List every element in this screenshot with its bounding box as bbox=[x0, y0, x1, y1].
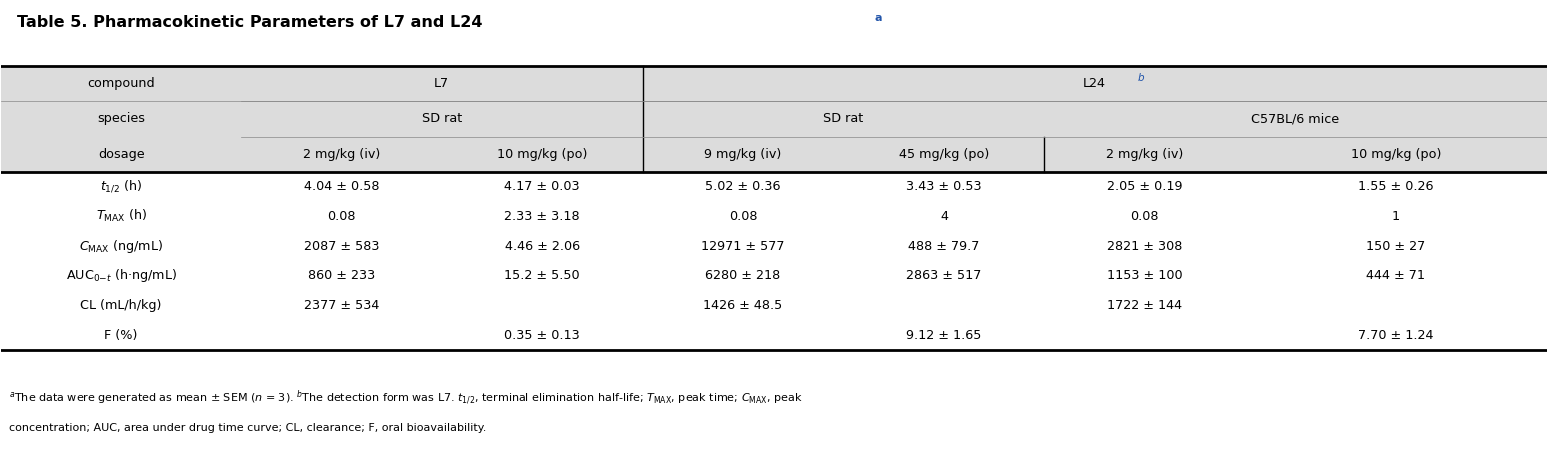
Text: 0.08: 0.08 bbox=[729, 210, 757, 223]
Text: SD rat: SD rat bbox=[421, 112, 461, 126]
Text: species: species bbox=[98, 112, 146, 126]
Text: 1722 ± 144: 1722 ± 144 bbox=[1107, 299, 1183, 312]
Text: 5.02 ± 0.36: 5.02 ± 0.36 bbox=[706, 180, 780, 193]
Text: L24: L24 bbox=[1084, 77, 1107, 90]
Text: SD rat: SD rat bbox=[824, 112, 864, 126]
Text: 12971 ± 577: 12971 ± 577 bbox=[701, 239, 785, 252]
Text: 4.04 ± 0.58: 4.04 ± 0.58 bbox=[303, 180, 379, 193]
Text: 3.43 ± 0.53: 3.43 ± 0.53 bbox=[906, 180, 981, 193]
Text: 15.2 ± 5.50: 15.2 ± 5.50 bbox=[505, 270, 580, 282]
FancyBboxPatch shape bbox=[2, 261, 1546, 291]
Text: 4.46 ± 2.06: 4.46 ± 2.06 bbox=[505, 239, 580, 252]
Text: 0.08: 0.08 bbox=[1130, 210, 1159, 223]
Text: compound: compound bbox=[87, 77, 155, 90]
Text: dosage: dosage bbox=[98, 148, 144, 161]
Text: F (%): F (%) bbox=[104, 329, 138, 342]
Text: 2.05 ± 0.19: 2.05 ± 0.19 bbox=[1107, 180, 1183, 193]
Text: $\mathrm{AUC}_{0\mathrm{-}t}$ (h·ng/mL): $\mathrm{AUC}_{0\mathrm{-}t}$ (h·ng/mL) bbox=[65, 267, 176, 284]
Text: C57BL/6 mice: C57BL/6 mice bbox=[1251, 112, 1339, 126]
Text: L7: L7 bbox=[435, 77, 449, 90]
Text: a: a bbox=[875, 13, 882, 22]
Text: 1: 1 bbox=[1392, 210, 1399, 223]
Text: 45 mg/kg (po): 45 mg/kg (po) bbox=[899, 148, 989, 161]
Text: 2 mg/kg (iv): 2 mg/kg (iv) bbox=[1107, 148, 1184, 161]
Text: 9 mg/kg (iv): 9 mg/kg (iv) bbox=[704, 148, 782, 161]
Text: 2087 ± 583: 2087 ± 583 bbox=[303, 239, 379, 252]
Text: 10 mg/kg (po): 10 mg/kg (po) bbox=[1351, 148, 1441, 161]
Text: 2377 ± 534: 2377 ± 534 bbox=[303, 299, 379, 312]
Text: 1.55 ± 0.26: 1.55 ± 0.26 bbox=[1358, 180, 1433, 193]
FancyBboxPatch shape bbox=[2, 291, 1546, 320]
Text: 2.33 ± 3.18: 2.33 ± 3.18 bbox=[505, 210, 580, 223]
Text: Table 5. Pharmacokinetic Parameters of L7 and L24: Table 5. Pharmacokinetic Parameters of L… bbox=[17, 15, 483, 30]
FancyBboxPatch shape bbox=[2, 66, 1546, 101]
Text: b: b bbox=[1138, 73, 1144, 83]
Text: 6280 ± 218: 6280 ± 218 bbox=[706, 270, 780, 282]
Text: 10 mg/kg (po): 10 mg/kg (po) bbox=[497, 148, 587, 161]
FancyBboxPatch shape bbox=[2, 172, 1546, 202]
Text: 488 ± 79.7: 488 ± 79.7 bbox=[909, 239, 980, 252]
Text: 150 ± 27: 150 ± 27 bbox=[1367, 239, 1426, 252]
Text: 2863 ± 517: 2863 ± 517 bbox=[906, 270, 981, 282]
Text: $T_{\mathrm{MAX}}$ (h): $T_{\mathrm{MAX}}$ (h) bbox=[96, 208, 147, 225]
FancyBboxPatch shape bbox=[2, 231, 1546, 261]
Text: 444 ± 71: 444 ± 71 bbox=[1367, 270, 1426, 282]
FancyBboxPatch shape bbox=[2, 101, 1546, 136]
Text: 2 mg/kg (iv): 2 mg/kg (iv) bbox=[303, 148, 379, 161]
FancyBboxPatch shape bbox=[2, 202, 1546, 231]
Text: 2821 ± 308: 2821 ± 308 bbox=[1107, 239, 1183, 252]
Text: 1426 ± 48.5: 1426 ± 48.5 bbox=[703, 299, 783, 312]
Text: 4: 4 bbox=[940, 210, 947, 223]
Text: 1153 ± 100: 1153 ± 100 bbox=[1107, 270, 1183, 282]
Text: $^a$The data were generated as mean $\pm$ SEM ($n$ = 3). $^b$The detection form : $^a$The data were generated as mean $\pm… bbox=[9, 388, 803, 406]
Text: concentration; AUC, area under drug time curve; CL, clearance; F, oral bioavaila: concentration; AUC, area under drug time… bbox=[9, 423, 486, 433]
Text: $C_{\mathrm{MAX}}$ (ng/mL): $C_{\mathrm{MAX}}$ (ng/mL) bbox=[79, 238, 163, 255]
Text: 0.08: 0.08 bbox=[327, 210, 356, 223]
Text: CL (mL/h/kg): CL (mL/h/kg) bbox=[80, 299, 163, 312]
Text: 0.35 ± 0.13: 0.35 ± 0.13 bbox=[505, 329, 580, 342]
FancyBboxPatch shape bbox=[2, 136, 1546, 172]
Text: 7.70 ± 1.24: 7.70 ± 1.24 bbox=[1358, 329, 1433, 342]
FancyBboxPatch shape bbox=[2, 320, 1546, 350]
Text: 860 ± 233: 860 ± 233 bbox=[308, 270, 375, 282]
Text: 4.17 ± 0.03: 4.17 ± 0.03 bbox=[505, 180, 580, 193]
Text: 9.12 ± 1.65: 9.12 ± 1.65 bbox=[906, 329, 981, 342]
Text: $t_{1/2}$ (h): $t_{1/2}$ (h) bbox=[101, 179, 142, 194]
